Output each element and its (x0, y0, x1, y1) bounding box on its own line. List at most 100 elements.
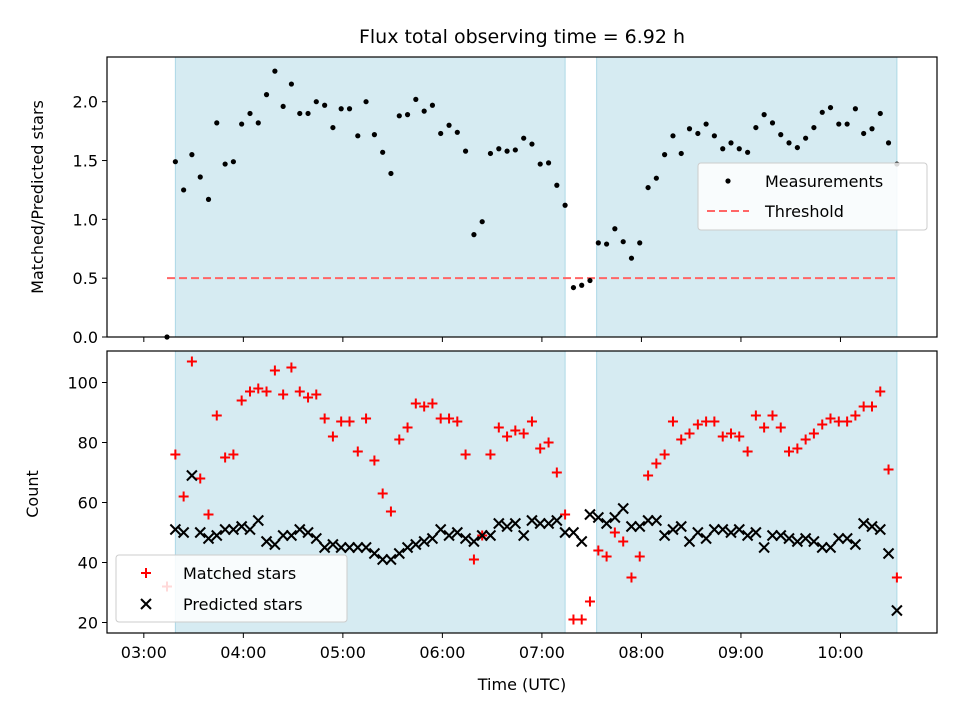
matched-star-point (858, 401, 869, 412)
matched-star-point (792, 443, 803, 454)
matched-star-point (584, 596, 595, 607)
y-tick-label: 0.5 (73, 269, 98, 288)
matched-star-point (775, 422, 786, 433)
predicted-x-b (252, 514, 264, 527)
predicted-star-point (526, 514, 538, 527)
predicted-x-b (401, 541, 414, 554)
measurement-point (662, 152, 668, 158)
predicted-x-b (741, 529, 754, 542)
observing-interval-shade (174, 56, 566, 338)
predicted-x-b (186, 469, 198, 482)
measurement-point (396, 113, 402, 119)
matched-star-point (817, 419, 828, 430)
measurement-point (811, 124, 817, 131)
predicted-x-b (526, 514, 538, 527)
predicted-x-b (816, 541, 828, 554)
predicted-x-b (269, 538, 281, 551)
predicted-x-b (368, 547, 381, 560)
predicted-star-point (584, 508, 596, 521)
measurement-point (637, 240, 643, 246)
predicted-star-point (758, 541, 770, 554)
measurement-point (587, 277, 593, 284)
measurement-point (827, 104, 834, 111)
predicted-star-point (692, 526, 704, 539)
matched-star-point (261, 386, 272, 397)
measurement-point (778, 132, 784, 138)
measurement-point (388, 170, 394, 177)
predicted-star-point (434, 523, 447, 536)
predicted-star-point (327, 538, 339, 551)
matched-star-point (460, 449, 471, 460)
matched-star-point (875, 386, 886, 397)
y-tick-label: 1.0 (73, 210, 98, 229)
predicted-x-b (675, 520, 687, 533)
measurement-point (736, 146, 742, 152)
measurement-point (288, 81, 295, 87)
matched-star-point (195, 473, 206, 484)
matched-star-point (236, 395, 247, 406)
predicted-star-point (360, 541, 372, 554)
top-legend: Measurements Threshold (697, 162, 928, 231)
measurement-point (554, 182, 560, 188)
predicted-x-b (235, 520, 248, 533)
predicted-x-b (576, 535, 588, 548)
predicted-x-b (360, 541, 372, 554)
matched-star-point (444, 413, 455, 424)
predicted-star-point (426, 532, 439, 545)
measurement-point (686, 126, 693, 132)
predicted-star-point (484, 529, 497, 542)
predicted-star-point (542, 517, 555, 530)
predicted-star-point (343, 541, 356, 554)
predicted-x-b (750, 526, 762, 539)
measurement-point (753, 124, 759, 131)
predicted-star-point (808, 535, 820, 548)
predicted-x-b (849, 538, 862, 551)
predicted-x-b (692, 526, 704, 539)
predicted-star-point (534, 517, 546, 530)
measurement-point (720, 146, 726, 152)
top-panel: 0.0 0.5 1.0 1.5 2.0 Measurements Threshold (73, 56, 938, 347)
measurement-point (189, 152, 195, 158)
predicted-x-b (542, 517, 555, 530)
measurement-point (338, 106, 344, 112)
measurement-point (438, 130, 444, 137)
matched-star-point (717, 431, 728, 442)
predicted-x-b (600, 517, 613, 530)
predicted-x-b (634, 520, 646, 533)
predicted-x-b (866, 520, 878, 533)
predicted-x-b (318, 541, 331, 554)
matched-star-point (891, 572, 902, 583)
predicted-x-b (227, 523, 240, 536)
observing-interval-shade (596, 350, 898, 634)
measurement-point (263, 92, 270, 98)
matched-star-point (601, 551, 612, 562)
matched-star-point (676, 434, 687, 445)
predicted-star-point (866, 520, 878, 533)
predicted-star-point (683, 535, 696, 548)
matched-star-point (286, 362, 297, 373)
measurement-point (869, 126, 875, 132)
x-tick-label: 04:00 (220, 643, 266, 662)
matched-star-point (742, 446, 753, 457)
measurement-point (214, 120, 220, 126)
measurement-point (695, 130, 701, 137)
predicted-x-b (625, 520, 638, 533)
predicted-x-b (219, 523, 231, 536)
predicted-star-point (260, 535, 273, 548)
predicted-x-b (725, 526, 737, 539)
legend-measurements-label: Measurements (765, 172, 883, 191)
predicted-star-point (401, 541, 414, 554)
predicted-star-point (783, 532, 795, 545)
predicted-star-point (667, 523, 679, 536)
predicted-star-point (443, 529, 455, 542)
predicted-x-b (294, 523, 306, 536)
measurement-point (380, 149, 386, 155)
predicted-x-b (459, 532, 472, 545)
y-tick-label: 0.0 (73, 328, 98, 347)
predicted-star-point (609, 511, 621, 524)
measurement-point (496, 146, 502, 152)
predicted-star-point (816, 541, 828, 554)
matched-star-point (435, 413, 446, 424)
measurement-point (272, 68, 278, 74)
